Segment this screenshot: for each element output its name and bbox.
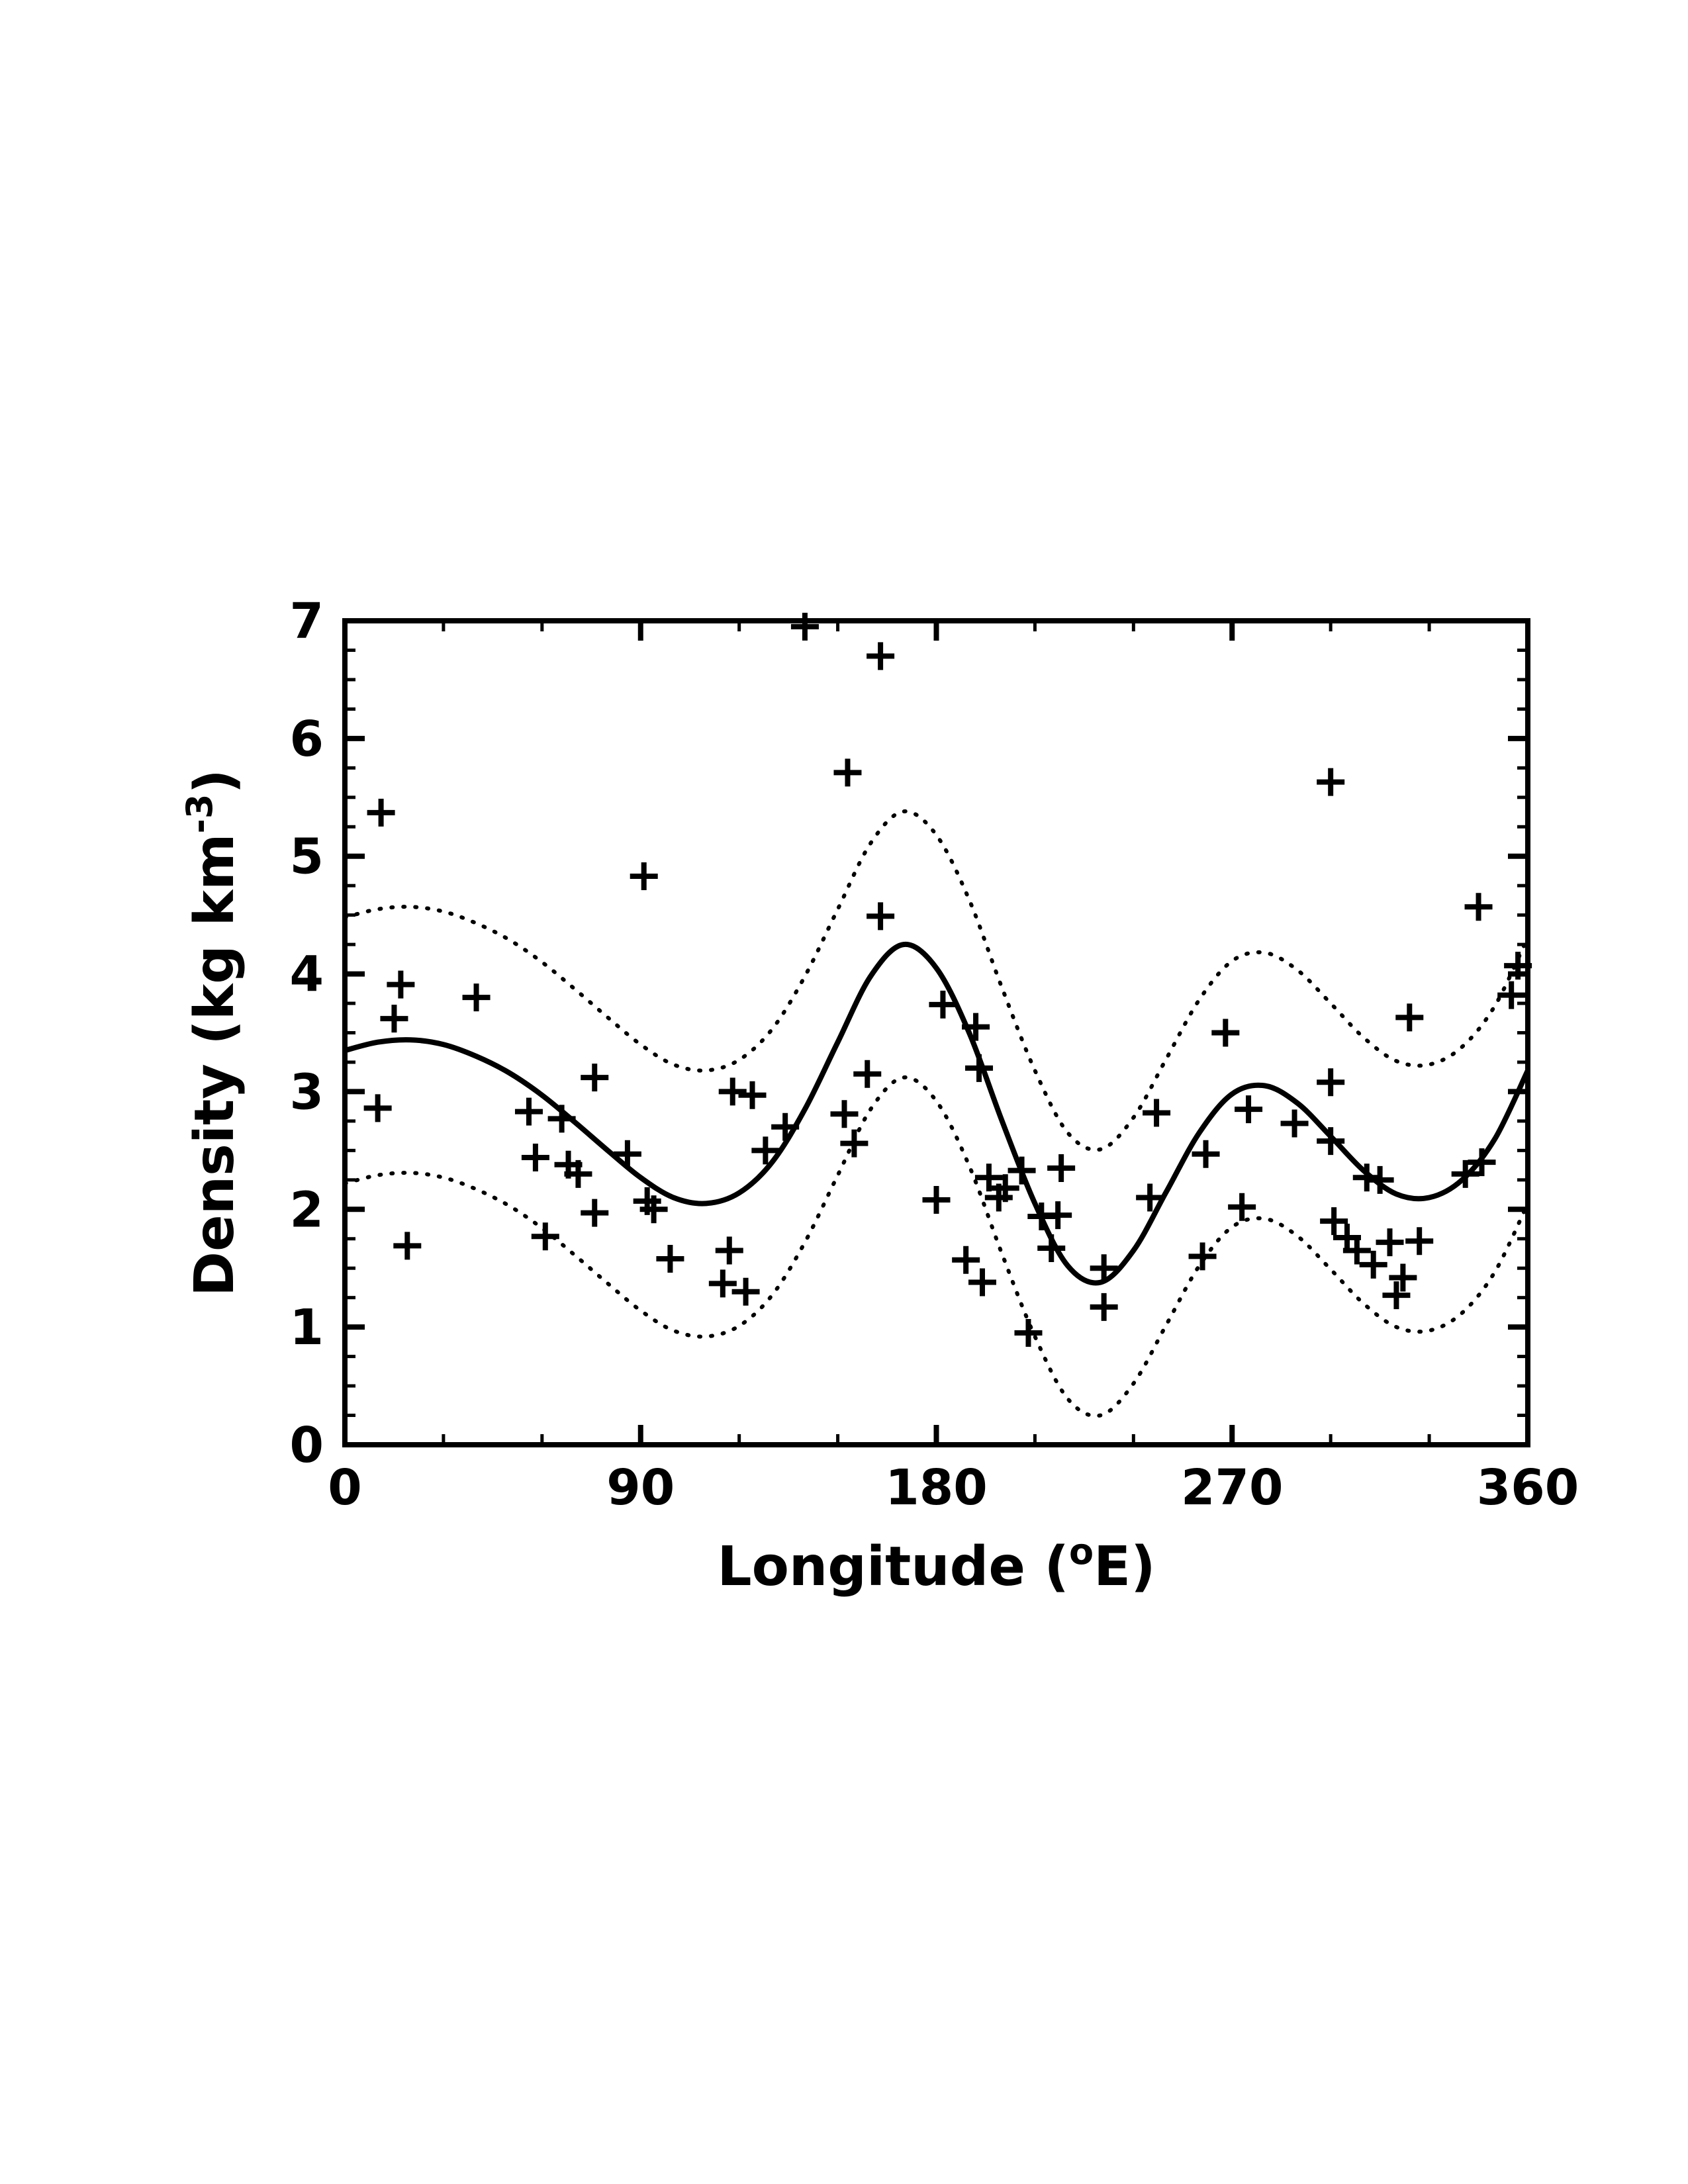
data-point-marker — [1235, 1095, 1263, 1124]
data-point-marker — [581, 1199, 609, 1227]
x-tick-label: 90 — [606, 1459, 675, 1516]
data-point-marker — [1468, 1148, 1496, 1177]
data-point-marker — [1317, 1127, 1345, 1156]
data-point-marker — [1192, 1140, 1220, 1168]
data-point-marker — [991, 1174, 1019, 1203]
data-point-marker — [962, 1013, 990, 1041]
data-point-marker — [639, 1195, 668, 1224]
data-point-marker — [380, 1005, 408, 1033]
lower-confidence-band — [343, 1075, 1530, 1418]
y-tick-label: 4 — [290, 946, 324, 1003]
data-point-marker — [718, 1077, 747, 1106]
data-point-marker — [1359, 1250, 1387, 1279]
x-tick-label: 270 — [1181, 1459, 1283, 1516]
data-point-marker — [630, 862, 658, 890]
data-point-marker — [833, 758, 862, 787]
data-point-marker — [1382, 1281, 1411, 1310]
data-point-marker — [1090, 1254, 1118, 1283]
data-point-marker — [1320, 1207, 1348, 1236]
data-point-marker — [830, 1100, 859, 1128]
y-tick-label: 7 — [290, 593, 324, 650]
y-axis-label: Density (kg km-3) — [179, 769, 246, 1297]
y-tick-label: 1 — [290, 1299, 324, 1356]
data-point-marker — [1143, 1099, 1171, 1127]
x-tick-label: 180 — [885, 1459, 987, 1516]
data-point-marker — [1451, 1160, 1479, 1188]
data-point-marker — [613, 1140, 641, 1168]
data-point-marker — [1136, 1183, 1164, 1212]
data-point-marker — [840, 1129, 868, 1158]
data-point-marker — [1342, 1236, 1371, 1265]
data-point-marker — [1228, 1193, 1256, 1221]
data-point-marker — [1044, 1201, 1072, 1230]
data-point-marker — [363, 1094, 392, 1122]
x-tick-label: 360 — [1477, 1459, 1579, 1516]
data-point-marker — [922, 1186, 951, 1214]
data-point-marker — [564, 1160, 592, 1188]
data-point-marker — [393, 1232, 422, 1260]
data-point-marker — [462, 983, 491, 1012]
data-point-marker — [1395, 1003, 1424, 1032]
data-point-marker — [1497, 981, 1526, 1009]
data-point-marker — [531, 1222, 559, 1251]
data-point-marker — [853, 1060, 882, 1088]
data-point-marker — [715, 1236, 743, 1265]
plot-frame — [342, 618, 1530, 1447]
y-tick-label: 3 — [290, 1064, 324, 1120]
data-point-marker — [974, 1163, 1003, 1192]
data-point-marker — [738, 1081, 767, 1109]
data-point-marker — [1405, 1227, 1434, 1255]
data-point-marker — [1366, 1165, 1394, 1194]
data-point-marker — [656, 1244, 684, 1273]
data-point-marker — [521, 1144, 549, 1172]
y-tick-label: 5 — [290, 829, 324, 886]
data-point-marker — [965, 1054, 994, 1082]
data-point-marker — [790, 612, 819, 641]
data-point-marker — [771, 1113, 800, 1141]
data-point-marker — [1014, 1319, 1043, 1347]
data-point-marker — [731, 1277, 760, 1306]
data-point-marker — [1090, 1293, 1118, 1321]
y-tick-label: 2 — [290, 1181, 324, 1238]
scatter-points — [363, 612, 1532, 1347]
y-tick-label: 6 — [290, 711, 324, 768]
data-point-marker — [367, 798, 395, 827]
data-point-marker — [1376, 1228, 1404, 1257]
data-point-marker — [387, 970, 415, 999]
data-point-marker — [581, 1064, 609, 1092]
data-point-marker — [929, 990, 957, 1019]
upper-confidence-band — [343, 809, 1530, 1152]
data-point-marker — [952, 1246, 980, 1274]
y-tick-label: 0 — [290, 1417, 324, 1474]
data-point-marker — [751, 1136, 780, 1165]
data-point-marker — [1317, 768, 1345, 796]
x-axis-label: Longitude (oE) — [717, 1531, 1155, 1598]
axis-ticks — [342, 618, 1530, 1447]
data-point-marker — [547, 1105, 576, 1133]
confidence-bands — [343, 809, 1530, 1418]
data-point-marker — [1037, 1234, 1066, 1262]
data-point-marker — [1047, 1154, 1076, 1183]
data-point-marker — [867, 642, 895, 670]
data-point-marker — [1188, 1242, 1217, 1271]
data-point-marker — [1211, 1019, 1240, 1047]
data-point-marker — [867, 902, 895, 931]
data-point-marker — [1389, 1263, 1417, 1292]
x-tick-label: 0 — [328, 1459, 362, 1516]
data-point-marker — [1464, 893, 1493, 921]
data-point-marker — [1008, 1156, 1036, 1185]
data-point-marker — [968, 1268, 996, 1297]
data-point-marker — [708, 1269, 737, 1298]
data-point-marker — [1317, 1068, 1345, 1097]
data-point-marker — [514, 1097, 543, 1126]
data-point-marker — [1280, 1109, 1309, 1138]
